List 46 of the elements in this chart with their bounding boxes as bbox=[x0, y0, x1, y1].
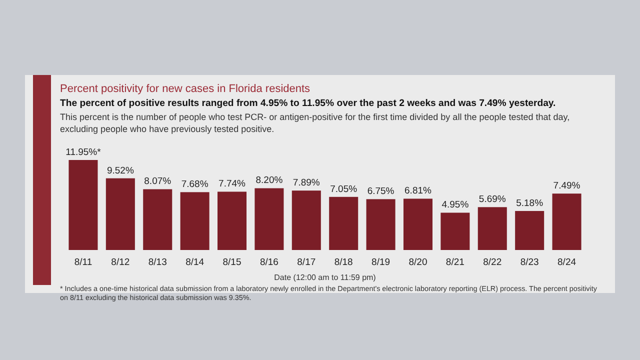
data-label: 7.74% bbox=[218, 178, 246, 190]
data-label: 4.95% bbox=[442, 200, 470, 211]
x-tick-label: 8/15 bbox=[222, 257, 242, 268]
x-tick-label: 8/21 bbox=[446, 257, 464, 268]
x-tick-label: 8/24 bbox=[558, 257, 576, 268]
data-label: 5.18% bbox=[516, 198, 544, 209]
data-label: 5.69% bbox=[478, 194, 506, 206]
bar bbox=[403, 198, 432, 250]
bar bbox=[180, 192, 210, 250]
x-tick-label: 8/18 bbox=[334, 257, 353, 268]
bar bbox=[292, 190, 321, 250]
bar bbox=[478, 207, 507, 250]
data-label: 7.49% bbox=[553, 180, 581, 192]
x-tick-label: 8/12 bbox=[111, 257, 130, 268]
bar bbox=[366, 199, 396, 250]
data-label: 6.75% bbox=[367, 186, 395, 198]
text: This percent is the number of people who test PCR- or antigen-positive for the first time divided by all the people tested that day, excluding people who have previously tested positive. bbox=[60, 112, 570, 134]
bar bbox=[218, 192, 247, 250]
bar bbox=[329, 196, 358, 250]
bar bbox=[440, 212, 470, 250]
chart-title: Percent positivity for new cases in Florida residents bbox=[60, 83, 311, 95]
bar bbox=[106, 178, 135, 250]
bar bbox=[68, 160, 98, 250]
data-label: 8.20% bbox=[256, 175, 284, 186]
x-tick-label: 8/14 bbox=[186, 257, 204, 268]
x-tick-label: 8/23 bbox=[520, 257, 539, 268]
x-tick-label: 8/11 bbox=[74, 257, 92, 268]
data-label: 7.05% bbox=[330, 184, 358, 195]
x-axis-title: Date (12:00 am to 11:59 pm) bbox=[274, 273, 376, 282]
data-label: 8.07% bbox=[144, 176, 172, 188]
x-tick-label: 8/17 bbox=[297, 257, 316, 268]
data-label: 6.81% bbox=[404, 186, 432, 197]
bar bbox=[254, 188, 284, 250]
x-tick-label: 8/13 bbox=[148, 257, 167, 268]
data-label: 11.95%* bbox=[66, 147, 102, 158]
bar bbox=[515, 210, 544, 250]
bar bbox=[552, 194, 582, 250]
x-tick-label: 8/20 bbox=[408, 257, 428, 268]
x-tick-label: 8/19 bbox=[372, 257, 390, 268]
data-label: 7.89% bbox=[292, 178, 320, 189]
x-tick-label: 8/16 bbox=[260, 257, 278, 268]
data-label: 7.68% bbox=[181, 179, 209, 190]
x-tick-label: 8/22 bbox=[483, 257, 502, 268]
data-label: 9.52% bbox=[106, 165, 134, 176]
chart-subtitle: The percent of positive results ranged from 4.95% to 11.95% over the past 2 weeks and was 7.49% yesterday. bbox=[60, 98, 556, 109]
bar bbox=[143, 189, 172, 250]
